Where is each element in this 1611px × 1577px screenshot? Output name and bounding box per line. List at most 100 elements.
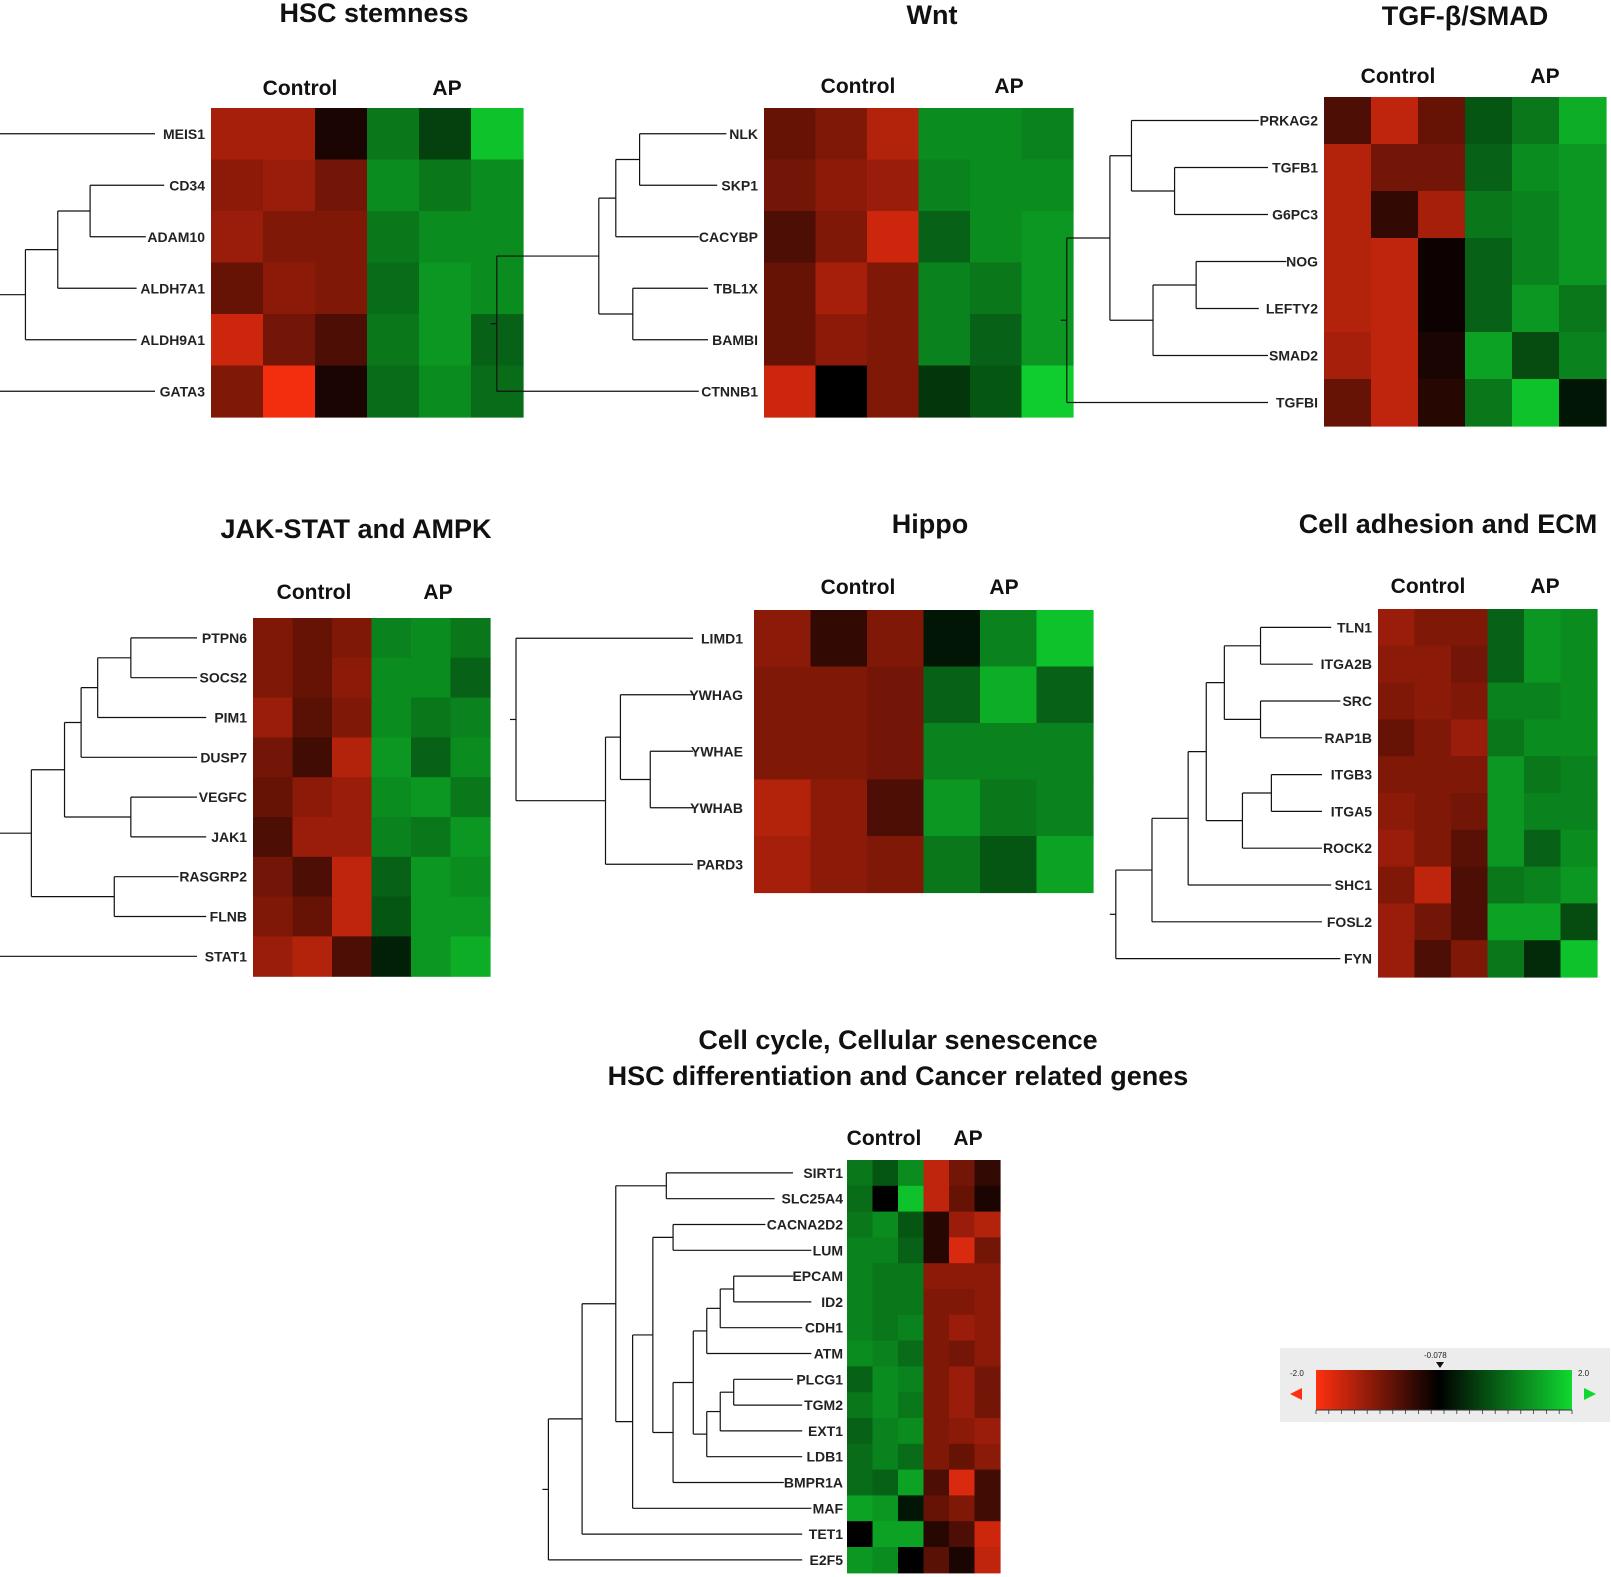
heatmap-cell bbox=[1418, 332, 1466, 380]
heatmap-cell bbox=[872, 1366, 899, 1393]
color-scale-min-label: -2.0 bbox=[1290, 1369, 1304, 1378]
heatmap-cell bbox=[253, 777, 294, 818]
heatmap-cell bbox=[1036, 666, 1094, 724]
heatmap-cell bbox=[367, 211, 420, 264]
group-label-control: Control bbox=[1391, 575, 1466, 598]
heatmap-cell bbox=[949, 1547, 976, 1574]
heatmap-cell bbox=[1036, 610, 1094, 668]
heatmap-cell bbox=[867, 666, 925, 724]
heatmap-cell bbox=[292, 697, 333, 738]
heatmap-cell bbox=[1324, 238, 1372, 286]
heatmap-cell bbox=[1021, 108, 1074, 161]
heatmap-cell bbox=[872, 1469, 899, 1496]
heatmap-cell bbox=[810, 723, 868, 781]
heatmap-cell bbox=[810, 779, 868, 837]
heatmap-cell bbox=[411, 896, 452, 937]
heatmap-cell bbox=[1559, 144, 1607, 192]
heatmap-cell bbox=[292, 896, 333, 937]
heatmap-cell bbox=[253, 896, 294, 937]
heatmap-cell bbox=[754, 610, 812, 668]
gene-label: BMPR1A bbox=[784, 1475, 843, 1491]
heatmap-cell bbox=[1414, 829, 1452, 868]
heatmap-cell bbox=[872, 1418, 899, 1445]
heatmap-cell bbox=[1524, 682, 1562, 720]
heatmap-cell bbox=[872, 1289, 899, 1316]
heatmap-cell bbox=[1560, 793, 1598, 831]
heatmap-cell bbox=[450, 896, 491, 937]
heatmap-cell bbox=[847, 1495, 874, 1522]
heatmap-cell bbox=[1559, 238, 1607, 286]
heatmap-cell bbox=[949, 1521, 976, 1548]
heatmap-cell bbox=[974, 1340, 1001, 1367]
heatmap-panel: Hippo Control AP LIMD1 YWHAG YWHAE YWHAB PARD3 bbox=[510, 509, 1094, 894]
heatmap-cell bbox=[1560, 940, 1598, 978]
heatmap-cell bbox=[923, 1495, 950, 1522]
heatmap-cell bbox=[974, 1366, 1001, 1393]
heatmap-cell bbox=[872, 1495, 899, 1522]
group-label-control: Control bbox=[821, 576, 896, 599]
heatmap-cell bbox=[292, 817, 333, 858]
gene-label: YWHAB bbox=[690, 800, 743, 816]
heatmap-cell bbox=[315, 108, 368, 161]
heatmap-cell bbox=[1036, 723, 1094, 781]
gene-label: ITGB3 bbox=[1331, 767, 1372, 783]
heatmap-cell bbox=[1378, 940, 1416, 978]
heatmap-cell bbox=[371, 936, 412, 977]
heatmap-cell bbox=[263, 159, 316, 212]
heatmap-cell bbox=[872, 1547, 899, 1574]
gene-label: PARD3 bbox=[697, 856, 744, 872]
group-label-control: Control bbox=[1361, 65, 1436, 88]
heatmap-cell bbox=[898, 1418, 925, 1445]
heatmap-cell bbox=[1559, 379, 1607, 427]
heatmap-cell bbox=[974, 1237, 1001, 1264]
heatmap-cell bbox=[918, 314, 971, 367]
heatmap-cell bbox=[970, 314, 1023, 367]
heatmap-cell bbox=[970, 159, 1023, 212]
heatmap-cell bbox=[315, 262, 368, 315]
heatmap-cell bbox=[815, 211, 868, 264]
gene-label: YWHAE bbox=[691, 743, 743, 759]
panel-title: HSC stemness bbox=[279, 0, 468, 28]
heatmap-cell bbox=[1414, 719, 1452, 757]
heatmap-cell bbox=[450, 618, 491, 659]
heatmap-cell bbox=[1036, 836, 1094, 894]
heatmap-cell bbox=[918, 108, 971, 161]
heatmap-panel: Wnt Control AP NLK SKP1 CACYBP TBL1X BAMBI CTNNB… bbox=[490, 0, 1074, 418]
heatmap-cell bbox=[898, 1211, 925, 1238]
heatmap-cell bbox=[471, 108, 524, 161]
heatmap-cell bbox=[847, 1418, 874, 1445]
gene-label: ITGA5 bbox=[1331, 803, 1372, 819]
heatmap-cell bbox=[1451, 609, 1489, 647]
heatmap-cell bbox=[1559, 285, 1607, 333]
heatmap-cell bbox=[292, 856, 333, 898]
heatmap-cell bbox=[1524, 793, 1562, 831]
heatmap-cell bbox=[810, 666, 868, 724]
group-label-control: Control bbox=[847, 1127, 922, 1150]
heatmap-cell bbox=[847, 1443, 874, 1471]
heatmap-cell bbox=[419, 108, 472, 161]
gene-label: ID2 bbox=[821, 1294, 843, 1310]
group-label-control: Control bbox=[821, 75, 896, 98]
heatmap-cell bbox=[949, 1392, 976, 1419]
gene-label: TBL1X bbox=[714, 280, 759, 296]
heatmap-cell bbox=[1560, 645, 1598, 684]
gene-label: TGFB1 bbox=[1272, 160, 1318, 176]
heatmap-cell bbox=[918, 262, 971, 315]
heatmap-cell bbox=[1560, 829, 1598, 868]
heatmap-cell bbox=[1524, 645, 1562, 684]
heatmap-cell bbox=[211, 108, 264, 161]
heatmap-cell bbox=[1036, 779, 1094, 837]
gene-label: NLK bbox=[729, 126, 758, 142]
heatmap-cell bbox=[923, 1469, 950, 1496]
heatmap-cell bbox=[332, 697, 373, 738]
heatmap-cell bbox=[1371, 238, 1419, 286]
heatmap-cell bbox=[1512, 379, 1560, 427]
heatmap-cell bbox=[923, 1289, 950, 1316]
heatmap-panel: HSC stemness Control AP MEIS1 CD34 ADAM10 ALDH… bbox=[0, 0, 524, 418]
heatmap-cell bbox=[1487, 682, 1525, 720]
group-label-ap: AP bbox=[1530, 65, 1559, 88]
heatmap-cell bbox=[1524, 829, 1562, 868]
heatmap-cell bbox=[1414, 645, 1452, 684]
heatmap-cell bbox=[974, 1521, 1001, 1548]
group-label-control: Control bbox=[263, 77, 338, 100]
